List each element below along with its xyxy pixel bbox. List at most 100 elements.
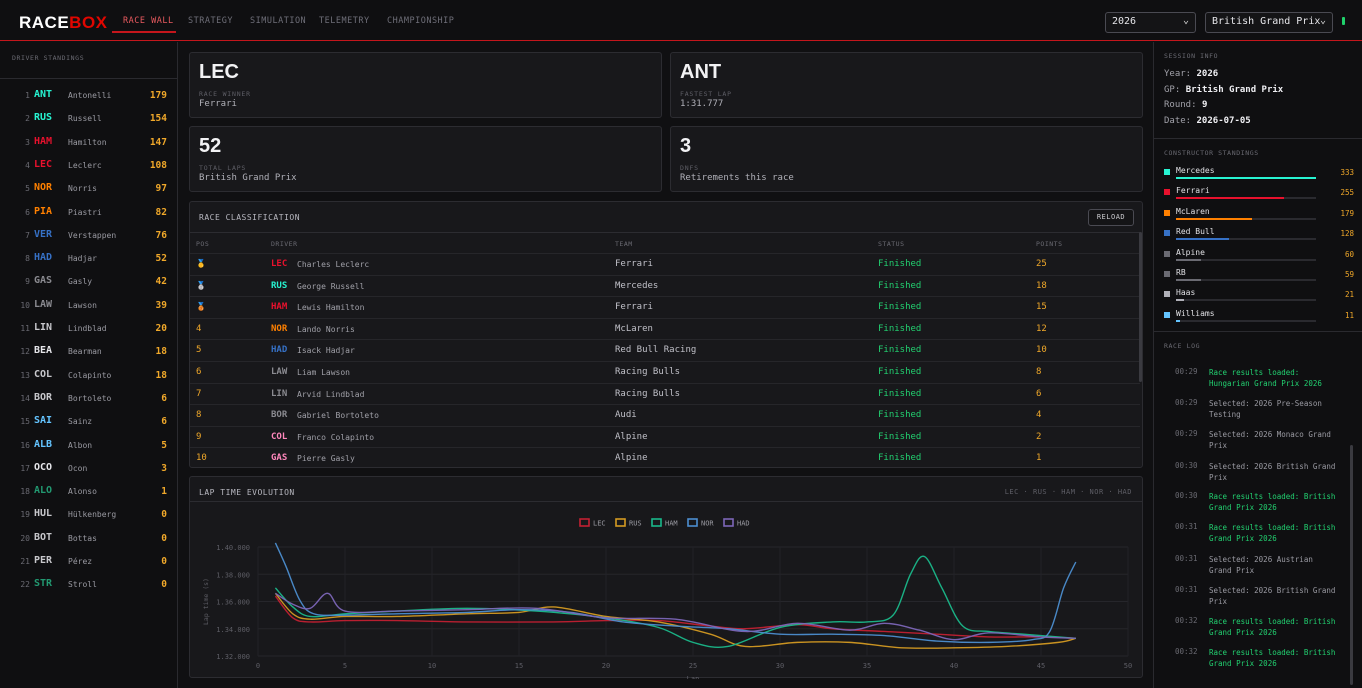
medal-icon: 🥇 xyxy=(196,259,206,268)
table-row[interactable]: 7 LIN Arvid Lindblad Racing Bulls Finished 6 xyxy=(190,382,1140,404)
dnfs-card: 3 DNFS Retirements this race xyxy=(670,126,1143,192)
table-scrollbar[interactable] xyxy=(1139,232,1142,382)
driver-standing-row[interactable]: 22 STR Stroll 0 xyxy=(0,574,178,597)
session-info-title: SESSION INFO xyxy=(1164,52,1219,60)
x-tick-label: 20 xyxy=(602,662,610,670)
lap-time-chart[interactable]: 1.32.000 1.34.000 1.36.000 1.38.000 1.40.000… xyxy=(190,501,1142,679)
result-driver-code: LEC xyxy=(271,259,288,269)
driver-standing-row[interactable]: 13 COL Colapinto 18 xyxy=(0,365,178,388)
driver-standing-row[interactable]: 14 BOR Bortoleto 6 xyxy=(0,388,178,411)
team-color-swatch xyxy=(1164,230,1170,237)
table-row[interactable]: 5 HAD Isack Hadjar Red Bull Racing Finished 1… xyxy=(190,339,1140,360)
driver-name: Gasly xyxy=(68,277,93,287)
session-year: Year: 2026 xyxy=(1164,69,1218,79)
driver-standing-row[interactable]: 11 LIN Lindblad 20 xyxy=(0,318,178,341)
driver-position: 17 xyxy=(20,463,30,473)
driver-standing-row[interactable]: 17 OCO Ocon 3 xyxy=(0,458,178,481)
constructor-row[interactable]: Red Bull 128 xyxy=(1164,227,1354,247)
driver-standing-row[interactable]: 6 PIA Piastri 82 xyxy=(0,202,178,225)
tab-race-wall[interactable]: RACE WALL xyxy=(123,16,174,26)
constructor-bar-fill xyxy=(1176,197,1284,200)
col-driver[interactable]: DRIVER xyxy=(271,240,298,248)
table-row[interactable]: 🥇 LEC Charles Leclerc Ferrari Finished 25 xyxy=(190,253,1140,274)
driver-standing-row[interactable]: 9 GAS Gasly 42 xyxy=(0,271,178,294)
driver-code: ANT xyxy=(34,89,53,100)
table-row[interactable]: 9 COL Franco Colapinto Alpine Finished 2 xyxy=(190,425,1140,447)
driver-standing-row[interactable]: 19 HUL Hülkenberg 0 xyxy=(0,504,178,527)
col-points[interactable]: POINTS xyxy=(1036,240,1063,248)
driver-standing-row[interactable]: 10 LAW Lawson 39 xyxy=(0,295,178,318)
driver-code: SAI xyxy=(34,415,53,427)
constructor-row[interactable]: Alpine 60 xyxy=(1164,248,1354,268)
divider xyxy=(190,501,1142,502)
gp-select[interactable]: British Grand Prix ⌄ xyxy=(1205,12,1333,33)
result-position: 6 xyxy=(196,367,202,377)
tab-strategy[interactable]: STRATEGY xyxy=(188,16,233,26)
driver-standing-row[interactable]: 8 HAD Hadjar 52 xyxy=(0,248,178,271)
driver-code: PIA xyxy=(34,205,53,217)
driver-name: Lindblad xyxy=(68,324,107,333)
constructor-row[interactable]: Ferrari 255 xyxy=(1164,186,1354,206)
session-round: Round: 9 xyxy=(1164,100,1207,110)
result-points: 8 xyxy=(1036,367,1042,377)
driver-standing-row[interactable]: 5 NOR Norris 97 xyxy=(0,178,178,201)
driver-standing-row[interactable]: 18 ALO Alonso 1 xyxy=(0,481,178,504)
year-select[interactable]: 2026 ⌄ xyxy=(1105,12,1196,33)
result-driver-name: George Russell xyxy=(297,281,365,291)
log-message: Selected: 2026 Monaco Grand Prix xyxy=(1209,430,1331,450)
x-tick-label: 35 xyxy=(863,662,871,670)
driver-points: 5 xyxy=(161,439,167,451)
driver-standing-row[interactable]: 1 ANT Antonelli 179 xyxy=(0,85,178,108)
result-position: 9 xyxy=(196,431,202,442)
table-row[interactable]: 8 BOR Gabriel Bortoleto Audi Finished 4 xyxy=(190,404,1140,425)
tab-championship[interactable]: CHAMPIONSHIP xyxy=(387,16,455,26)
constructor-row[interactable]: McLaren 179 xyxy=(1164,207,1354,227)
table-row[interactable]: 4 NOR Lando Norris McLaren Finished 12 xyxy=(190,317,1140,339)
series-line-rus xyxy=(274,592,1076,649)
driver-name: Leclerc xyxy=(68,160,102,170)
constructor-bar-track xyxy=(1176,217,1316,220)
table-row[interactable]: 🥉 HAM Lewis Hamilton Ferrari Finished 15 xyxy=(190,296,1140,317)
driver-points: 0 xyxy=(161,579,167,591)
driver-standing-row[interactable]: 21 PER Pérez 0 xyxy=(0,551,178,574)
tab-simulation[interactable]: SIMULATION xyxy=(250,16,307,26)
log-message: Selected: 2026 Pre-Season Testing xyxy=(1209,399,1322,419)
driver-code: OCO xyxy=(34,461,53,473)
driver-standing-row[interactable]: 3 HAM Hamilton 147 xyxy=(0,132,178,155)
constructor-bar-track xyxy=(1176,197,1316,200)
reload-button[interactable]: RELOAD xyxy=(1088,209,1134,226)
tab-telemetry[interactable]: TELEMETRY xyxy=(319,16,370,26)
constructor-row[interactable]: Mercedes 333 xyxy=(1164,166,1354,186)
driver-standing-row[interactable]: 2 RUS Russell 154 xyxy=(0,108,178,131)
driver-standing-row[interactable]: 4 LEC Leclerc 108 xyxy=(0,155,178,178)
table-row[interactable]: 6 LAW Liam Lawson Racing Bulls Finished 8 xyxy=(190,361,1140,382)
dnfs-label: DNFS xyxy=(680,164,699,172)
table-row[interactable]: 10 GAS Pierre Gasly Alpine Finished 1 xyxy=(190,447,1140,467)
fastest-lap-card: ANT FASTEST LAP 1:31.777 xyxy=(670,52,1143,118)
result-driver-code: LAW xyxy=(271,367,288,377)
driver-name: Piastri xyxy=(68,207,102,217)
dnfs-value: 3 xyxy=(680,135,692,157)
driver-standing-row[interactable]: 12 BEA Bearman 18 xyxy=(0,341,178,364)
driver-standing-row[interactable]: 7 VER Verstappen 76 xyxy=(0,225,178,248)
log-scrollbar[interactable] xyxy=(1350,445,1353,685)
result-driver-code: LIN xyxy=(271,388,288,399)
connection-status-icon xyxy=(1342,17,1345,25)
result-driver-name: Franco Colapinto xyxy=(297,432,375,442)
constructor-row[interactable]: RB 59 xyxy=(1164,268,1354,288)
race-classification-panel: RACE CLASSIFICATION RELOAD POS DRIVER TE… xyxy=(189,201,1143,468)
col-team[interactable]: TEAM xyxy=(615,240,633,248)
driver-points: 18 xyxy=(155,346,167,358)
driver-standing-row[interactable]: 20 BOT Bottas 0 xyxy=(0,528,178,551)
constructor-row[interactable]: Haas 21 xyxy=(1164,288,1354,308)
table-row[interactable]: 🥈 RUS George Russell Mercedes Finished 18 xyxy=(190,274,1140,296)
result-status: Finished xyxy=(878,410,922,421)
col-pos[interactable]: POS xyxy=(196,240,210,248)
driver-standing-row[interactable]: 16 ALB Albon 5 xyxy=(0,435,178,458)
legend-swatch xyxy=(615,518,626,527)
col-status[interactable]: STATUS xyxy=(878,240,905,248)
driver-code: ALO xyxy=(34,485,53,497)
constructor-row[interactable]: Williams 11 xyxy=(1164,309,1354,329)
driver-standing-row[interactable]: 15 SAI Sainz 6 xyxy=(0,411,178,434)
result-team: Ferrari xyxy=(615,259,653,269)
